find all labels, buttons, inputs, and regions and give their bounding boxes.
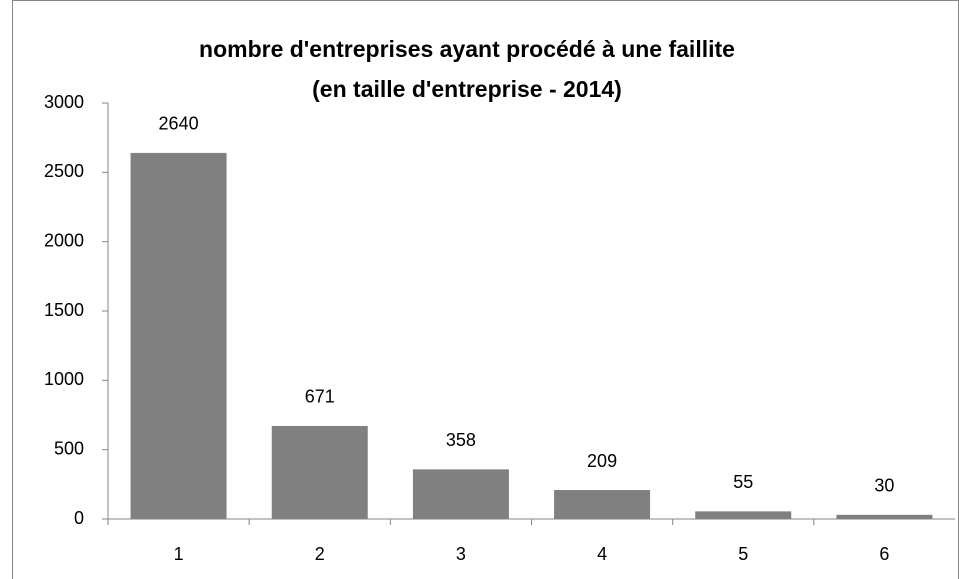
y-tick-label: 2000 bbox=[44, 230, 84, 250]
x-tick-label: 4 bbox=[597, 544, 607, 564]
y-tick-label: 1500 bbox=[44, 300, 84, 320]
data-label: 30 bbox=[874, 476, 894, 496]
bar bbox=[412, 469, 509, 519]
y-tick-label: 2500 bbox=[44, 161, 84, 181]
x-tick-label: 5 bbox=[738, 544, 748, 564]
x-tick-label: 1 bbox=[174, 544, 184, 564]
y-tick-label: 500 bbox=[54, 438, 84, 458]
x-tick-label: 2 bbox=[315, 544, 325, 564]
bar bbox=[271, 425, 368, 519]
data-label: 209 bbox=[587, 451, 617, 471]
bar bbox=[130, 152, 227, 520]
data-label: 55 bbox=[733, 472, 753, 492]
data-label: 2640 bbox=[159, 114, 199, 134]
y-tick-label: 0 bbox=[74, 508, 84, 528]
data-label: 358 bbox=[446, 430, 476, 450]
y-tick-label: 3000 bbox=[44, 92, 84, 112]
data-label: 671 bbox=[305, 387, 335, 407]
chart-title: (en taille d'entreprise - 2014) bbox=[312, 76, 622, 102]
bar bbox=[695, 511, 792, 519]
y-tick-label: 1000 bbox=[44, 369, 84, 389]
bar bbox=[554, 490, 651, 519]
x-tick-label: 3 bbox=[456, 544, 466, 564]
bar bbox=[836, 514, 933, 519]
chart-title: nombre d'entreprises ayant procédé à une… bbox=[199, 36, 735, 62]
x-tick-label: 6 bbox=[879, 544, 889, 564]
